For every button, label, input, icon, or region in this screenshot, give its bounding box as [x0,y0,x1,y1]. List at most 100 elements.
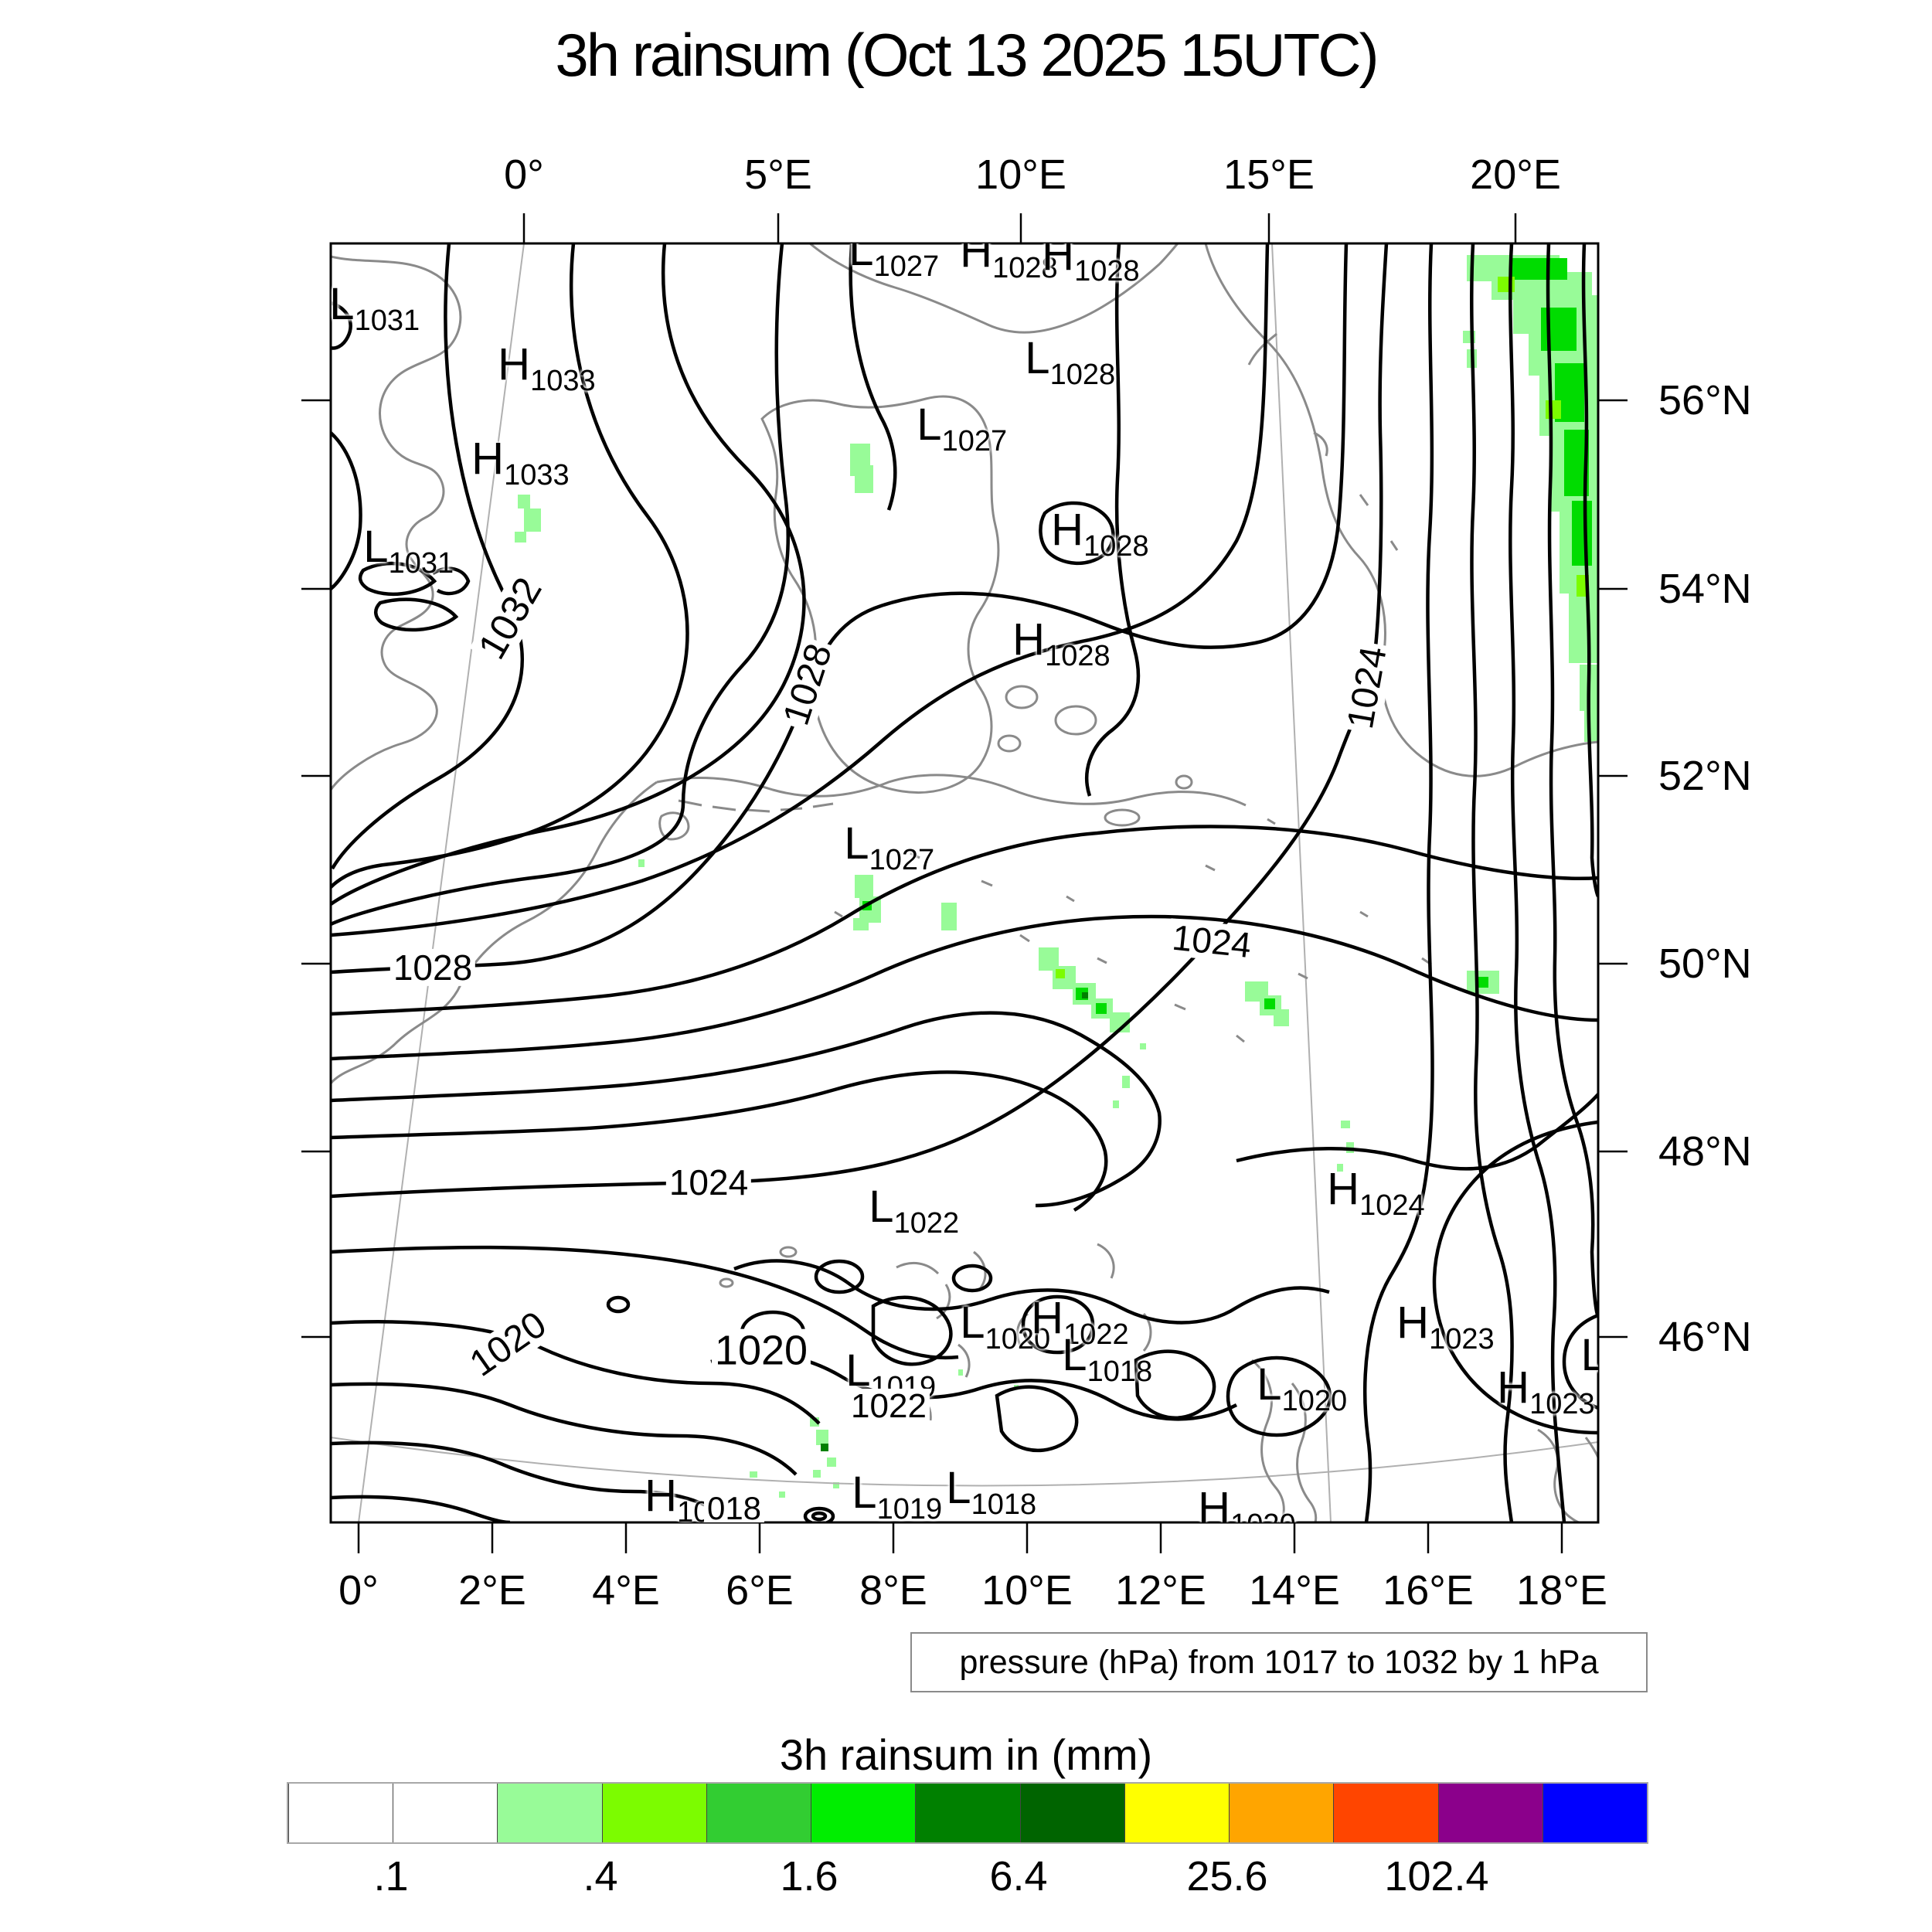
pressure-center-letter: L [849,243,874,275]
colorbar-tick-label: 102.4 [1384,1853,1489,1900]
lon-label-bottom: 4°E [592,1567,660,1614]
lat-label-right: 46°N [1658,1314,1752,1360]
pressure-center-value: 1019 [876,1492,943,1522]
pressure-center-letter: L [946,1462,971,1513]
pressure-center-letter: H [1497,1362,1530,1413]
pressure-center-value: 1023 [1529,1387,1595,1420]
pressure-center-value: 1028 [1083,529,1149,563]
pressure-center-letter: H [471,433,505,484]
pressure-center-letter: H [1198,1482,1231,1522]
pressure-center-value: 1028 [1045,639,1111,672]
pressure-center-value: 1018 [971,1488,1037,1521]
contour-label: 1022 [848,1388,930,1425]
lat-label-right: 50°N [1658,940,1752,987]
colorbar-cell [1437,1784,1543,1842]
colorbar-cell [288,1784,393,1842]
colorbar-cell [1333,1784,1438,1842]
pressure-center: L1027 [849,243,939,284]
pressure-center-value: 1018 [1087,1355,1153,1388]
pressure-center: H1022 [1031,1292,1128,1352]
pressure-center-value: 1028 [992,251,1058,284]
lon-label-bottom: 2°E [458,1567,526,1614]
pressure-center: L1022 [869,1181,959,1240]
pressure-contours [331,243,1598,1522]
pressure-center-letter: L [917,399,942,450]
contour-label: 1028 [776,636,841,733]
colorbar-cell [497,1784,602,1842]
pressure-center: L1031 [363,521,454,580]
lon-label-bottom: 18°E [1516,1567,1607,1614]
axis-ticks [301,213,1628,1553]
pressure-center-letter: L [363,521,389,572]
contour-label: 1028 [389,949,476,986]
pressure-center-value: 1028 [1049,358,1116,391]
lat-label-right: 52°N [1658,753,1752,799]
contour-label: 1024 [1167,917,1257,965]
pressure-center-letter: H [1042,243,1075,280]
pressure-center: H1020 [1198,1482,1295,1522]
pressure-center-value: 1027 [869,843,935,876]
pressure-center-value: 1031 [354,304,420,337]
pressure-center: L1031 [331,278,420,338]
pressure-center: H1028 [1012,614,1110,673]
graticule [331,243,1598,1522]
colorbar-cell [1229,1784,1334,1842]
contour-label: 1024 [1340,641,1395,735]
pressure-center-value: 1022 [1063,1318,1129,1351]
pressure-center: H1023 [1497,1362,1594,1421]
colorbar-cell [601,1784,706,1842]
pressure-center-letter: L [1025,332,1050,383]
pressure-center-value: 1033 [530,364,596,397]
pressure-center: L10 [1581,1329,1598,1389]
lon-label-top: 15°E [1223,151,1315,198]
pressure-center-value: 1024 [1359,1189,1425,1222]
pressure-center-letter: L [844,818,869,869]
colorbar-tick-label: .4 [583,1853,618,1900]
pressure-center: L1018 [1062,1329,1152,1389]
lon-label-top: 10°E [975,151,1066,198]
pressure-caption: pressure (hPa) from 1017 to 1032 by 1 hP… [959,1643,1599,1681]
lon-label-top: 20°E [1470,151,1561,198]
pressure-center-letter: L [960,1297,985,1348]
pressure-center-letter: L [1062,1329,1087,1380]
pressure-center-letter: H [1327,1163,1360,1214]
pressure-center: L1020 [960,1297,1050,1356]
pressure-center-letter: H [960,243,993,277]
pressure-center: H1024 [1327,1163,1424,1223]
lat-label-right: 56°N [1658,377,1752,423]
pressure-center-value: 1020 [985,1322,1051,1355]
pressure-center: L1027 [917,399,1007,458]
colorbar-cell [1124,1784,1230,1842]
lon-label-top: 5°E [744,151,812,198]
colorbar-title: 3h rainsum in (mm) [779,1730,1153,1779]
pressure-center-value: 1023 [1429,1322,1495,1355]
colorbar-tick-label: .1 [373,1853,409,1900]
lon-label-bottom: 14°E [1249,1567,1340,1614]
colorbar-tick-label: 6.4 [989,1853,1048,1900]
pressure-center-letter: H [1051,504,1084,555]
colorbar-cell [811,1784,916,1842]
pressure-caption-box: pressure (hPa) from 1017 to 1032 by 1 hP… [910,1632,1648,1692]
pressure-center-letter: H [645,1470,678,1521]
lon-label-bottom: 8°E [859,1567,927,1614]
lon-label-bottom: 12°E [1115,1567,1206,1614]
pressure-center: L1019 [852,1467,942,1522]
colorbar-cell [706,1784,811,1842]
lat-label-right: 54°N [1658,566,1752,612]
contour-label: 1020 [461,1303,556,1386]
pressure-center-letter: H [1396,1297,1430,1348]
lon-label-bottom: 10°E [981,1567,1073,1614]
pressure-center-letter: H [1031,1292,1064,1343]
colorbar [287,1782,1648,1844]
lon-label-bottom: 6°E [726,1567,794,1614]
pressure-center: H1028 [1051,504,1148,563]
contour-label: 018 [703,1491,765,1522]
pressure-center-value: 1027 [941,424,1008,457]
pressure-center-value: 1020 [1230,1509,1296,1522]
map-label-area: L1031 H1033 H1033 L1031 L1027 H1028 H102… [331,243,1598,1522]
colorbar-cell [393,1784,498,1842]
lat-label-right: 48°N [1658,1128,1752,1175]
pressure-center-letter: L [852,1467,877,1518]
